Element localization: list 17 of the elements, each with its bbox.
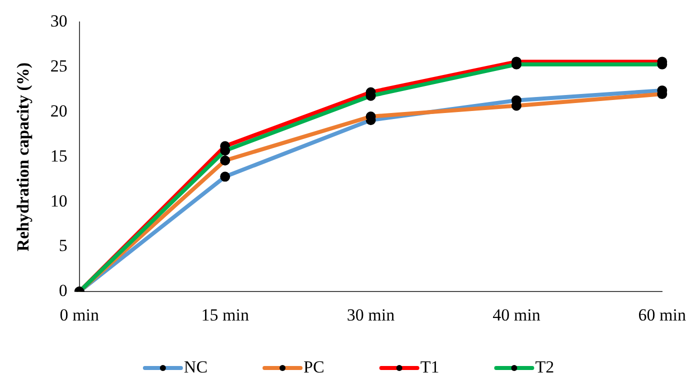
y-tick-label: 20 — [50, 101, 68, 120]
x-tick-label: 15 min — [201, 305, 250, 324]
x-tick-label: 30 min — [346, 305, 396, 324]
y-axis-title: Rehydration capacity (%) — [14, 62, 33, 252]
x-tick-label: 0 min — [60, 305, 100, 324]
y-tick-label: 15 — [50, 146, 68, 166]
x-tick-label: 60 min — [638, 305, 686, 324]
legend-label: NC — [184, 357, 208, 376]
x-tick-label: 40 min — [492, 305, 541, 324]
y-tick-label: 10 — [50, 191, 68, 210]
legend-label: T2 — [535, 357, 554, 376]
y-tick-label: 30 — [50, 12, 68, 31]
legend-label: PC — [304, 357, 324, 376]
y-tick-label: 25 — [50, 56, 68, 76]
y-tick-label: 0 — [58, 281, 68, 300]
legend-label: T1 — [420, 357, 440, 376]
y-tick-label: 5 — [58, 236, 68, 256]
